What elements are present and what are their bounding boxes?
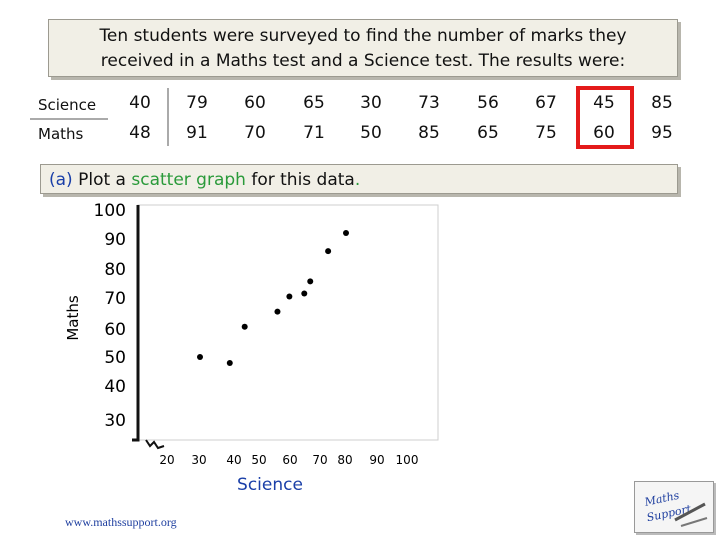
question-text-before: Plot a [78, 170, 126, 190]
y-tick-label: 100 [94, 201, 126, 221]
data-point [325, 248, 332, 255]
x-tick-label: 50 [251, 453, 266, 467]
plot-area-border [137, 204, 439, 441]
data-points [197, 230, 349, 367]
question-period: . [354, 170, 361, 190]
maths-cell: 95 [651, 123, 673, 143]
science-cell: 65 [303, 93, 325, 113]
science-cell: 30 [360, 93, 382, 113]
science-cell: 79 [186, 93, 208, 113]
x-tick-label: 70 [312, 453, 327, 467]
x-axis-label: Science [237, 475, 303, 495]
x-tick-label: 60 [282, 453, 297, 467]
y-tick-label: 30 [104, 411, 126, 431]
x-tick-label: 100 [396, 453, 419, 467]
maths-cell: 48 [129, 123, 151, 143]
maths-cell: 71 [303, 123, 325, 143]
maths-cell: 60 [593, 123, 615, 143]
y-tick-labels: 100 90 80 70 60 50 40 30 [94, 201, 126, 431]
y-tick-label: 40 [104, 377, 126, 397]
question-label: (a) [49, 170, 73, 190]
science-cell: 85 [651, 93, 673, 113]
y-axis-label: Maths [64, 295, 82, 341]
x-tick-label: 40 [226, 453, 241, 467]
footer-url[interactable]: www.mathssupport.org [65, 515, 177, 529]
data-point [343, 230, 349, 236]
x-tick-label: 90 [369, 453, 384, 467]
x-tick-labels: 20 30 40 50 60 70 80 90 100 [159, 453, 418, 467]
science-cell: 45 [593, 93, 615, 113]
data-point [197, 354, 203, 360]
data-point [286, 293, 293, 300]
y-tick-label: 50 [104, 348, 126, 368]
science-cell: 73 [418, 93, 440, 113]
intro-box: Ten students were surveyed to find the n… [48, 19, 678, 77]
science-cell: 40 [129, 93, 151, 113]
maths-cell: 50 [360, 123, 382, 143]
maths-cell: 70 [244, 123, 266, 143]
y-tick-label: 90 [104, 230, 126, 250]
question-box: (a) Plot a scatter graph for this data. [40, 164, 678, 194]
highlight-box [576, 86, 634, 149]
data-point [226, 360, 233, 367]
data-point [241, 323, 248, 330]
data-point [274, 308, 281, 315]
logo-graphic: Maths Support [643, 489, 708, 527]
y-tick-label: 70 [104, 289, 126, 309]
scatter-graph-link[interactable]: scatter graph [131, 170, 246, 190]
intro-line-2: received in a Maths test and a Science t… [100, 51, 626, 71]
y-tick-label: 80 [104, 260, 126, 280]
axis-corner [132, 432, 140, 442]
maths-cell: 75 [535, 123, 557, 143]
maths-cell: 65 [477, 123, 499, 143]
x-tick-label: 80 [337, 453, 352, 467]
table-rules [30, 88, 169, 146]
maths-cell: 85 [418, 123, 440, 143]
science-cell: 67 [535, 93, 557, 113]
data-point [301, 290, 308, 297]
science-cell: 56 [477, 93, 499, 113]
maths-support-logo: Maths Support [634, 481, 714, 533]
axis-break-icon [145, 439, 165, 450]
x-tick-label: 30 [191, 453, 206, 467]
question-text-after: for this data [251, 170, 355, 190]
y-tick-label: 60 [104, 320, 126, 340]
science-cell: 60 [244, 93, 266, 113]
intro-line-1: Ten students were surveyed to find the n… [99, 26, 627, 46]
x-tick-label: 20 [159, 453, 174, 467]
data-point [307, 278, 314, 285]
row-label-science: Science [38, 96, 97, 114]
pencil-icon [674, 502, 706, 522]
row-label-maths: Maths [38, 125, 84, 143]
maths-cell: 91 [186, 123, 208, 143]
pen-icon [680, 517, 708, 527]
